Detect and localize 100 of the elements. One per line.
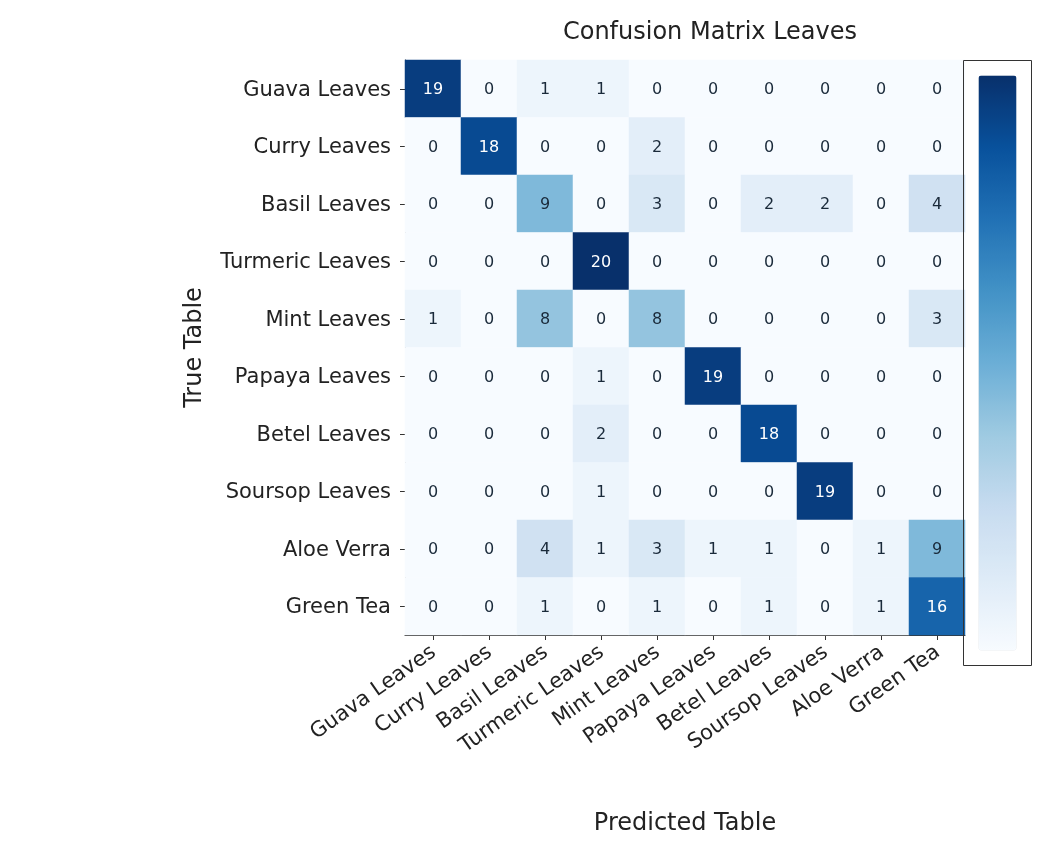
- data-label: 2: [763, 194, 775, 214]
- data-label: 0: [483, 424, 495, 444]
- data-label: 0: [539, 136, 551, 156]
- data-label: 1: [595, 79, 607, 99]
- data-label: 0: [875, 251, 887, 271]
- data-label: 0: [427, 366, 439, 386]
- data-label: 1: [539, 79, 551, 99]
- y-tick-label: Guava Leaves: [243, 76, 391, 101]
- data-label: 20: [590, 251, 612, 271]
- data-label: 2: [595, 424, 607, 444]
- data-label: 0: [595, 596, 607, 616]
- data-label: 0: [819, 79, 831, 99]
- data-label: 0: [427, 539, 439, 559]
- data-label: 1: [707, 539, 719, 559]
- data-label: 3: [651, 194, 663, 214]
- chart-title: Confusion Matrix Leaves: [562, 17, 858, 45]
- data-label: 0: [651, 366, 663, 386]
- data-label: 0: [483, 309, 495, 329]
- y-axis-title: True Table: [179, 287, 207, 409]
- data-label: 0: [763, 79, 775, 99]
- data-label: 0: [427, 194, 439, 214]
- data-label: 0: [707, 136, 719, 156]
- data-label: 3: [651, 539, 663, 559]
- data-label: 0: [875, 79, 887, 99]
- data-label: 0: [427, 596, 439, 616]
- data-label: 0: [651, 79, 663, 99]
- data-label: 0: [931, 136, 943, 156]
- data-label: 18: [758, 424, 780, 444]
- y-tick-label: Basil Leaves: [261, 191, 391, 216]
- y-tick-label: Green Tea: [285, 594, 391, 619]
- data-label: 9: [539, 194, 551, 214]
- data-label: 0: [539, 424, 551, 444]
- data-label: 18: [478, 136, 500, 156]
- data-label: 0: [595, 194, 607, 214]
- data-label: 2: [651, 136, 663, 156]
- data-label: 0: [819, 366, 831, 386]
- data-label: 1: [595, 366, 607, 386]
- data-label: 0: [931, 481, 943, 501]
- data-label: 0: [931, 366, 943, 386]
- data-label: 0: [483, 251, 495, 271]
- data-label: 0: [707, 79, 719, 99]
- data-label: 19: [702, 366, 724, 386]
- data-label: 0: [595, 136, 607, 156]
- data-label: 8: [651, 309, 663, 329]
- data-label: 0: [651, 424, 663, 444]
- data-label: 0: [707, 251, 719, 271]
- data-label: 1: [595, 481, 607, 501]
- data-label: 1: [427, 309, 439, 329]
- data-label: 0: [819, 539, 831, 559]
- data-label: 0: [819, 309, 831, 329]
- data-label: 0: [763, 136, 775, 156]
- data-label: 1: [539, 596, 551, 616]
- data-label: 1: [595, 539, 607, 559]
- data-label: 0: [875, 136, 887, 156]
- data-label: 0: [819, 136, 831, 156]
- data-label: 16: [926, 596, 948, 616]
- data-label: 0: [707, 194, 719, 214]
- data-label: 1: [875, 596, 887, 616]
- data-label: 0: [931, 424, 943, 444]
- data-label: 1: [651, 596, 663, 616]
- data-label: 19: [814, 481, 836, 501]
- data-label: 0: [427, 136, 439, 156]
- data-label: 0: [483, 194, 495, 214]
- data-label: 0: [483, 596, 495, 616]
- data-label: 0: [763, 309, 775, 329]
- data-label: 0: [875, 424, 887, 444]
- data-label: 0: [819, 596, 831, 616]
- data-label: 1: [763, 596, 775, 616]
- data-label: 0: [427, 251, 439, 271]
- y-tick-label: Papaya Leaves: [234, 364, 391, 389]
- data-label: 0: [707, 424, 719, 444]
- data-label: 0: [651, 481, 663, 501]
- data-label: 0: [763, 481, 775, 501]
- data-label: 0: [763, 251, 775, 271]
- data-label: 0: [483, 366, 495, 386]
- data-label: 8: [539, 309, 551, 329]
- data-label: 19: [422, 79, 444, 99]
- data-label: 0: [483, 539, 495, 559]
- data-label: 0: [427, 481, 439, 501]
- data-label: 0: [875, 309, 887, 329]
- data-label: 0: [931, 79, 943, 99]
- y-tick-label: Turmeric Leaves: [219, 249, 391, 274]
- data-label: 0: [819, 424, 831, 444]
- data-label: 0: [707, 596, 719, 616]
- data-label: 0: [875, 194, 887, 214]
- y-tick-label: Betel Leaves: [256, 421, 391, 446]
- data-label: 0: [707, 481, 719, 501]
- data-label: 0: [539, 481, 551, 501]
- data-label: 0: [651, 251, 663, 271]
- y-tick-label: Aloe Verra: [282, 536, 391, 561]
- data-label: 0: [819, 251, 831, 271]
- data-label: 3: [931, 309, 943, 329]
- data-label: 4: [931, 194, 943, 214]
- data-label: 9: [931, 539, 943, 559]
- data-label: 0: [707, 309, 719, 329]
- data-label: 0: [483, 481, 495, 501]
- data-label: 1: [763, 539, 775, 559]
- data-label: 0: [483, 79, 495, 99]
- data-label: 1: [875, 539, 887, 559]
- y-tick-label: Soursop Leaves: [225, 479, 391, 504]
